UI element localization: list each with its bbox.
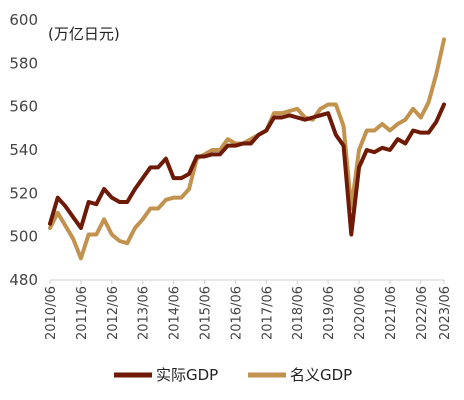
x-tick-label: 2018/06: [291, 286, 306, 340]
x-tick-label: 2019/06: [322, 286, 337, 340]
x-tick-label: 2010/06: [44, 286, 59, 340]
unit-label: (万亿日元): [48, 25, 120, 43]
y-tick-label: 560: [9, 98, 38, 116]
y-tick-label: 480: [9, 271, 38, 289]
y-tick-label: 600: [9, 11, 38, 29]
x-tick-label: 2012/06: [106, 286, 121, 340]
series-line-real-gdp: [48, 102, 446, 237]
y-tick-label: 540: [9, 141, 38, 159]
y-tick-label: 500: [9, 228, 38, 246]
series-line-nominal-gdp: [48, 37, 446, 261]
y-axis: 480 500 520 540 560 580 600: [9, 11, 38, 289]
legend-label-real-gdp: 实际GDP: [156, 366, 218, 384]
x-tick-label: 2016/06: [229, 286, 244, 340]
legend-label-nominal-gdp: 名义GDP: [290, 366, 352, 384]
x-tick-label: 2017/06: [260, 286, 275, 340]
x-tick-label: 2014/06: [168, 286, 183, 340]
series-lines: [48, 37, 446, 261]
x-tick-label: 2013/06: [137, 286, 152, 340]
x-tick-label: 2015/06: [199, 286, 214, 340]
x-tick-label: 2022/06: [415, 286, 430, 340]
y-tick-label: 520: [9, 184, 38, 202]
x-tick-label: 2021/06: [384, 286, 399, 340]
x-tick-label: 2023/06: [438, 286, 453, 340]
y-tick-label: 580: [9, 54, 38, 72]
x-axis: 2010/06 2011/06 2012/06 2013/06 2014/06 2015/…: [44, 280, 453, 340]
x-tick-label: 2011/06: [75, 286, 90, 340]
legend: 实际GDP 名义GDP: [114, 366, 352, 384]
x-tick-label: 2020/06: [353, 286, 368, 340]
